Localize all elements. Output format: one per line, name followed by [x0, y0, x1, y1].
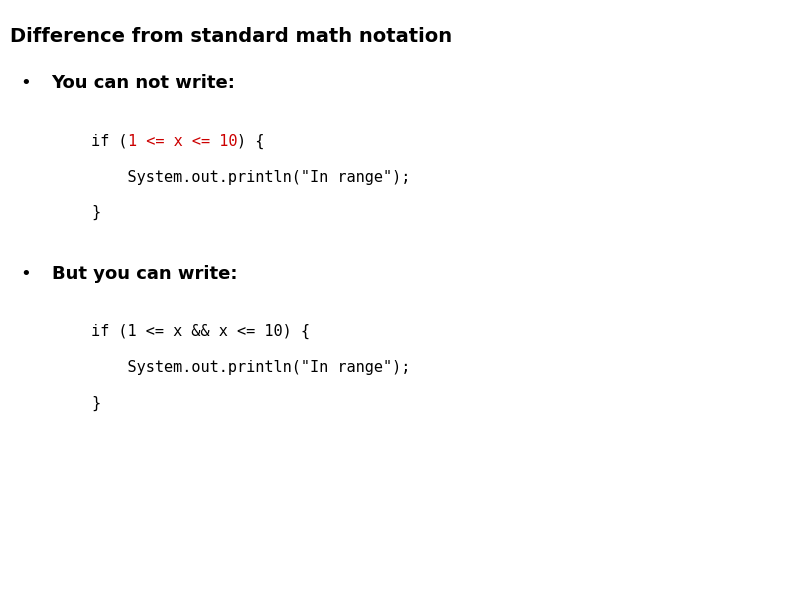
Text: •: • — [20, 74, 31, 92]
Text: You can not write:: You can not write: — [52, 74, 236, 92]
Text: System.out.println("In range");: System.out.println("In range"); — [91, 170, 410, 184]
Text: if (: if ( — [91, 134, 128, 149]
Text: •: • — [20, 265, 31, 283]
Text: }: } — [91, 205, 100, 221]
Text: ) {: ) { — [237, 134, 264, 149]
Text: 1 <= x <= 10: 1 <= x <= 10 — [128, 134, 237, 149]
Text: }: } — [91, 396, 100, 411]
Text: if (1 <= x && x <= 10) {: if (1 <= x && x <= 10) { — [91, 324, 310, 340]
Text: But you can write:: But you can write: — [52, 265, 237, 283]
Text: Difference from standard math notation: Difference from standard math notation — [10, 27, 453, 46]
Text: System.out.println("In range");: System.out.println("In range"); — [91, 360, 410, 375]
